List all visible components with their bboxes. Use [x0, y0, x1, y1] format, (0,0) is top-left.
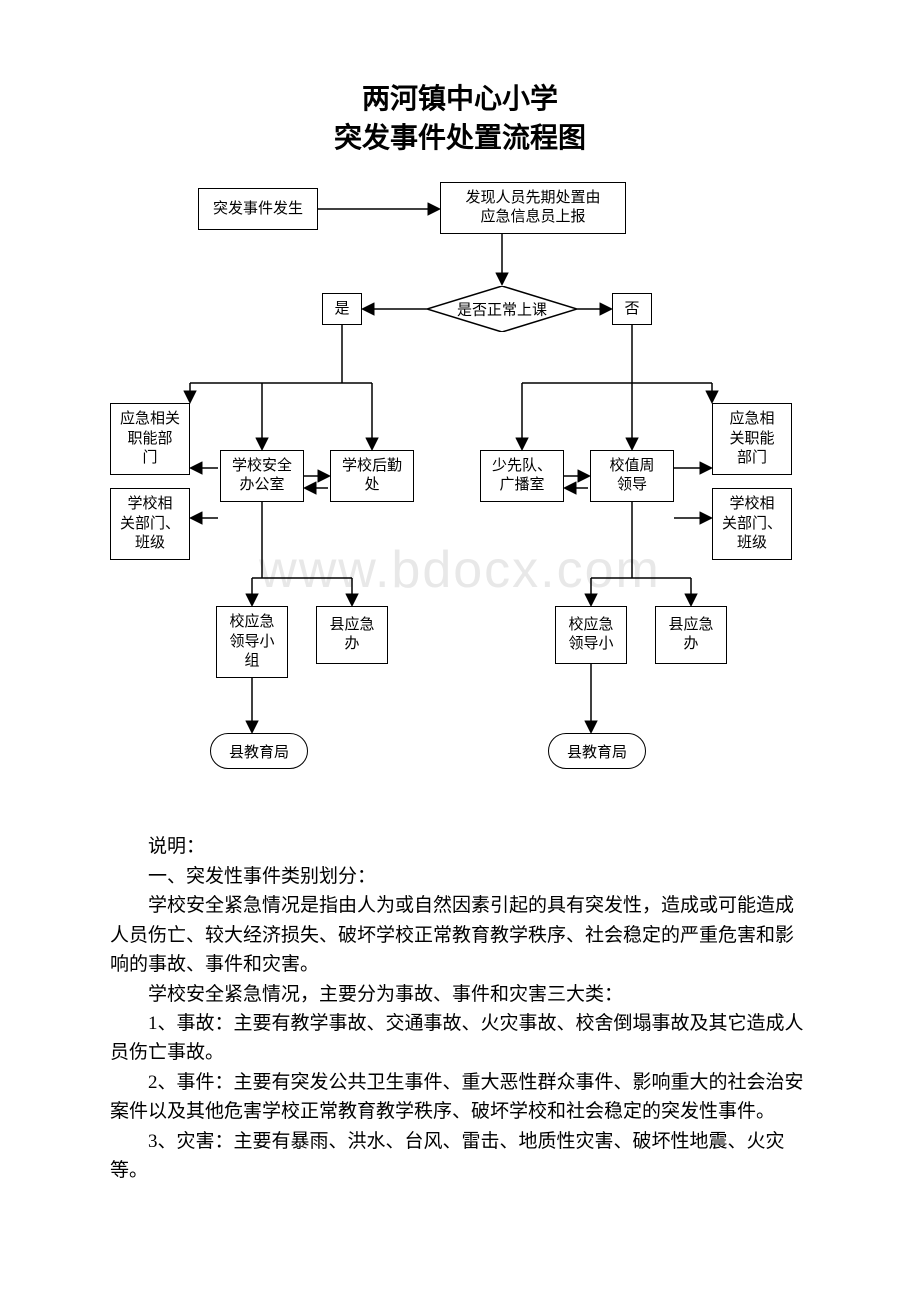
node-duty-leader: 校值周 领导 — [590, 450, 674, 502]
node-initial-report: 发现人员先期处置由 应急信息员上报 — [440, 182, 626, 234]
title-line1: 两河镇中心小学 — [110, 80, 810, 119]
explain-heading: 说明： — [110, 832, 810, 861]
flowchart-diagram: 突发事件发生 发现人员先期处置由 应急信息员上报 是 否 是否正常上课 应急相关… — [110, 178, 810, 818]
node-county-emerg-left: 县应急 办 — [316, 606, 388, 664]
node-pioneers: 少先队、 广播室 — [480, 450, 564, 502]
title-line2: 突发事件处置流程图 — [110, 119, 810, 158]
node-county-emerg-right: 县应急 办 — [655, 606, 727, 664]
node-event-occur: 突发事件发生 — [198, 188, 318, 230]
explain-item3: 3、灾害：主要有暴雨、洪水、台风、雷击、地质性灾害、破坏性地震、火灾等。 — [110, 1127, 810, 1186]
node-yes: 是 — [322, 293, 362, 325]
node-county-edu-left: 县教育局 — [210, 733, 308, 769]
explain-para2: 学校安全紧急情况，主要分为事故、事件和灾害三大类： — [110, 980, 810, 1009]
node-left-dept2: 学校相 关部门、 班级 — [110, 488, 190, 560]
node-logistics: 学校后勤 处 — [330, 450, 414, 502]
decision-label: 是否正常上课 — [457, 299, 547, 320]
flowchart-connectors — [110, 178, 810, 818]
node-left-dept1: 应急相关 职能部 门 — [110, 403, 190, 475]
explain-item2: 2、事件：主要有突发公共卫生事件、重大恶性群众事件、影响重大的社会治安案件以及其… — [110, 1068, 810, 1127]
node-right-dept1: 应急相 关职能 部门 — [712, 403, 792, 475]
node-decision: 是否正常上课 — [427, 286, 577, 332]
node-county-edu-right: 县教育局 — [548, 733, 646, 769]
explanation-section: 说明： 一、突发性事件类别划分： 学校安全紧急情况是指由人为或自然因素引起的具有… — [110, 832, 810, 1185]
node-school-emerg-group: 校应急 领导小 组 — [216, 606, 288, 678]
node-safety-office: 学校安全 办公室 — [220, 450, 304, 502]
explain-para1: 学校安全紧急情况是指由人为或自然因素引起的具有突发性，造成或可能造成人员伤亡、较… — [110, 891, 810, 979]
node-no: 否 — [612, 293, 652, 325]
node-right-dept2: 学校相 关部门、 班级 — [712, 488, 792, 560]
explain-sec1-title: 一、突发性事件类别划分： — [110, 862, 810, 891]
node-school-emerg-small: 校应急 领导小 — [555, 606, 627, 664]
explain-item1: 1、事故：主要有教学事故、交通事故、火灾事故、校舍倒塌事故及其它造成人员伤亡事故… — [110, 1009, 810, 1068]
